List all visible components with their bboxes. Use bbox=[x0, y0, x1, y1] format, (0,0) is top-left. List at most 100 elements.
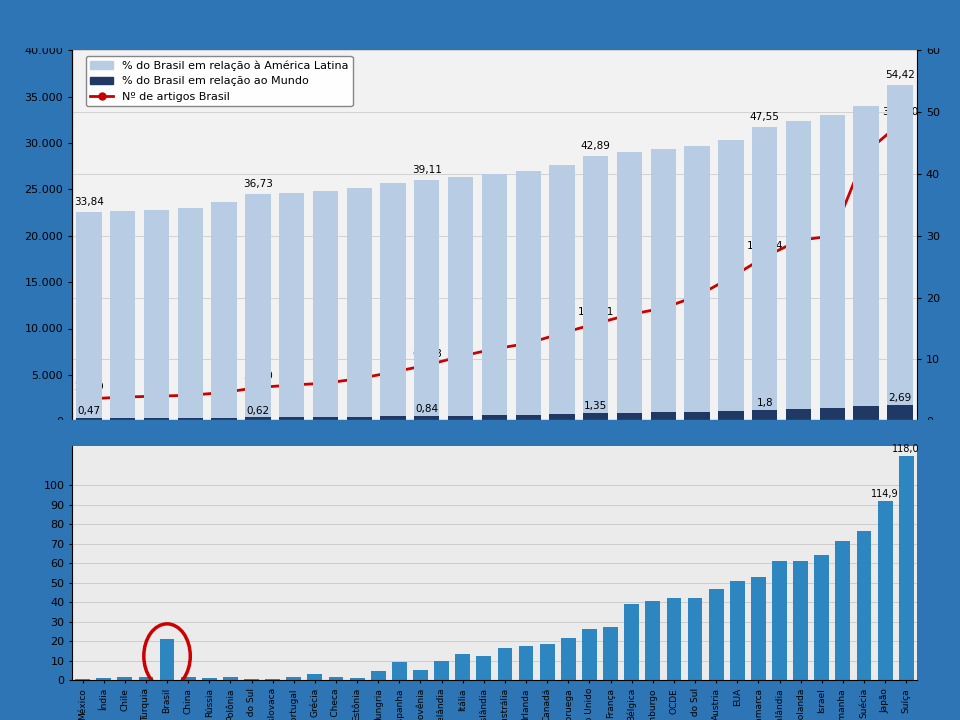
Bar bbox=[617, 413, 642, 421]
Text: 0,84: 0,84 bbox=[416, 404, 439, 414]
Bar bbox=[286, 677, 301, 680]
Bar bbox=[76, 418, 102, 421]
Bar bbox=[549, 165, 575, 421]
Bar bbox=[516, 171, 540, 421]
Text: 114,9: 114,9 bbox=[872, 489, 899, 499]
Bar bbox=[666, 598, 682, 680]
Bar bbox=[202, 678, 217, 680]
Text: 54,42: 54,42 bbox=[885, 70, 915, 80]
Bar bbox=[448, 177, 473, 421]
Bar bbox=[159, 639, 175, 680]
Bar bbox=[856, 531, 872, 680]
Bar bbox=[582, 629, 597, 680]
Bar bbox=[687, 598, 703, 680]
Bar bbox=[651, 412, 676, 421]
Bar bbox=[279, 418, 304, 421]
Bar bbox=[772, 562, 787, 680]
Bar bbox=[414, 179, 440, 421]
Bar bbox=[887, 85, 913, 421]
Bar bbox=[651, 149, 676, 421]
Bar bbox=[482, 415, 507, 421]
Text: 2,69: 2,69 bbox=[888, 392, 912, 402]
Text: 17.714: 17.714 bbox=[747, 240, 783, 251]
Bar bbox=[835, 541, 851, 680]
Bar bbox=[178, 208, 203, 421]
Bar bbox=[476, 656, 492, 680]
Bar bbox=[347, 188, 372, 421]
Bar bbox=[313, 417, 338, 421]
Bar bbox=[718, 140, 744, 421]
Bar bbox=[887, 405, 913, 421]
Bar bbox=[313, 192, 338, 421]
Text: 39,11: 39,11 bbox=[412, 165, 442, 174]
Text: 36,73: 36,73 bbox=[243, 179, 273, 189]
Bar bbox=[820, 115, 845, 421]
Bar bbox=[138, 677, 154, 680]
Bar bbox=[899, 456, 914, 680]
Bar bbox=[279, 192, 304, 421]
Bar bbox=[110, 211, 135, 421]
Bar bbox=[211, 418, 237, 421]
Text: 42,89: 42,89 bbox=[581, 141, 611, 151]
Bar bbox=[223, 678, 238, 680]
Bar bbox=[624, 604, 639, 680]
Text: 2.409: 2.409 bbox=[74, 382, 104, 392]
Bar bbox=[347, 417, 372, 421]
Bar bbox=[380, 416, 406, 421]
Bar bbox=[482, 174, 507, 421]
Text: 6.038: 6.038 bbox=[412, 348, 442, 359]
Bar bbox=[645, 601, 660, 680]
Bar bbox=[245, 194, 271, 421]
Text: 0,47: 0,47 bbox=[78, 407, 101, 416]
Bar bbox=[603, 627, 618, 680]
Text: 10.521: 10.521 bbox=[578, 307, 614, 318]
Bar bbox=[549, 414, 575, 421]
Text: 1,8: 1,8 bbox=[756, 398, 773, 408]
Bar bbox=[76, 212, 102, 421]
Bar bbox=[349, 678, 365, 680]
Bar bbox=[752, 127, 778, 421]
Bar bbox=[455, 654, 470, 680]
Text: 33,84: 33,84 bbox=[74, 197, 104, 207]
Bar bbox=[144, 210, 169, 421]
Bar bbox=[245, 418, 271, 421]
Bar bbox=[540, 644, 555, 680]
Text: 3.640: 3.640 bbox=[243, 371, 273, 381]
Legend: % do Brasil em relação à América Latina, % do Brasil em relação ao Mundo, Nº de : % do Brasil em relação à América Latina,… bbox=[86, 56, 352, 107]
Bar bbox=[211, 202, 237, 421]
Text: 118,0: 118,0 bbox=[893, 444, 920, 454]
Bar bbox=[497, 648, 513, 680]
Text: 32.100: 32.100 bbox=[882, 107, 918, 117]
Bar bbox=[178, 418, 203, 421]
Bar bbox=[96, 678, 111, 680]
Text: 47,55: 47,55 bbox=[750, 112, 780, 122]
Bar bbox=[617, 153, 642, 421]
Bar bbox=[752, 410, 778, 421]
Bar bbox=[414, 416, 440, 421]
Bar bbox=[518, 647, 534, 680]
Bar bbox=[708, 589, 724, 680]
Bar bbox=[853, 406, 878, 421]
Bar bbox=[180, 677, 196, 680]
Bar bbox=[144, 418, 169, 421]
Bar bbox=[371, 670, 386, 680]
Bar bbox=[786, 409, 811, 421]
Bar bbox=[718, 411, 744, 421]
Bar bbox=[583, 156, 609, 421]
Bar bbox=[516, 415, 540, 421]
Bar bbox=[820, 408, 845, 421]
Bar bbox=[853, 106, 878, 421]
Bar bbox=[117, 678, 132, 680]
Bar bbox=[328, 678, 344, 680]
Bar bbox=[793, 562, 808, 680]
Bar bbox=[110, 418, 135, 421]
Text: 0,62: 0,62 bbox=[247, 405, 270, 415]
Bar bbox=[684, 146, 709, 421]
Bar bbox=[684, 412, 709, 421]
Bar bbox=[265, 679, 280, 680]
Text: 1,35: 1,35 bbox=[584, 401, 608, 411]
Bar bbox=[434, 661, 449, 680]
Bar bbox=[561, 639, 576, 680]
Bar bbox=[814, 554, 829, 680]
Bar bbox=[380, 184, 406, 421]
